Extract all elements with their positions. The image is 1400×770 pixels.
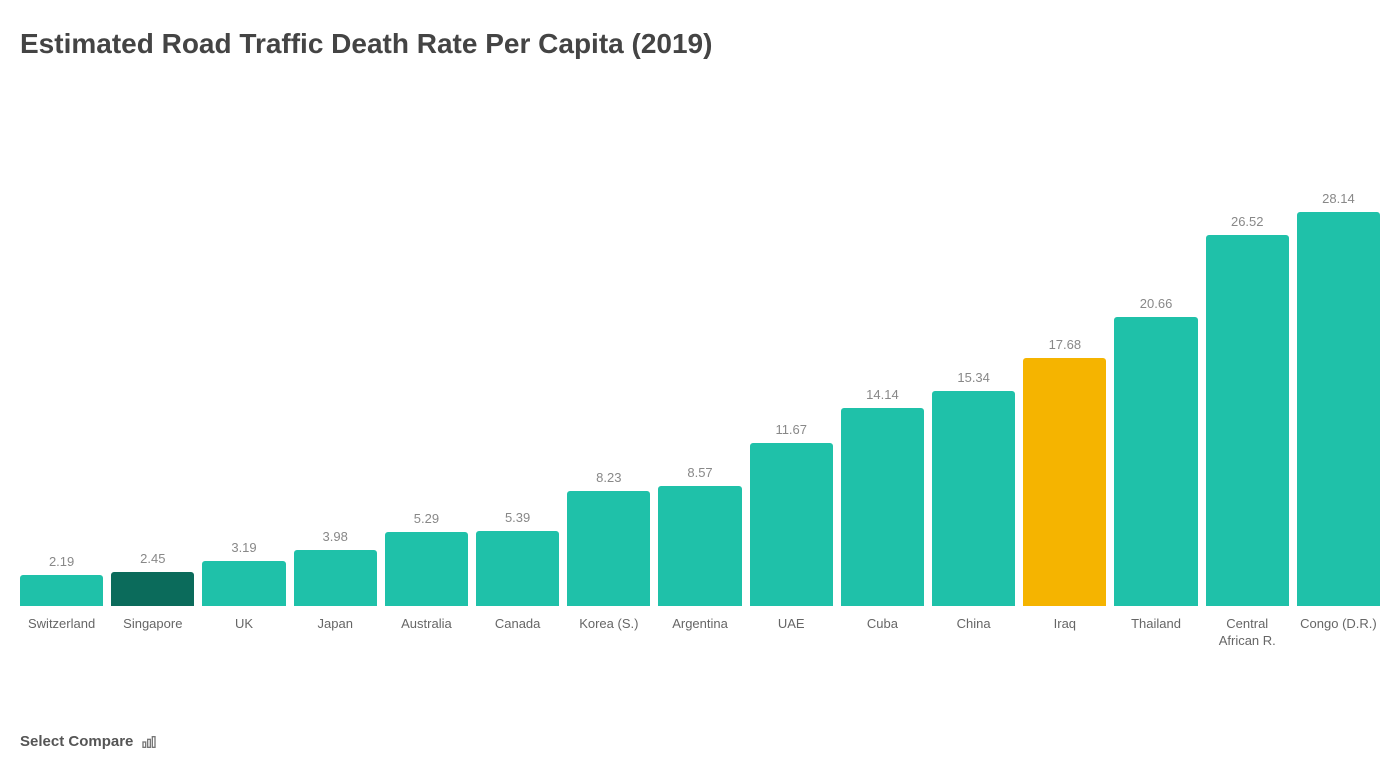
bar-top-space: 8.57 <box>658 90 741 606</box>
bar-category-label: Australia <box>401 616 452 650</box>
bar-col: 5.39 Canada <box>476 90 559 650</box>
bar-value-label: 5.39 <box>505 510 530 525</box>
select-compare-label: Select Compare <box>20 733 133 750</box>
bar-category-label: Canada <box>495 616 541 650</box>
bar-value-label: 3.19 <box>231 540 256 555</box>
bar-top-space: 3.19 <box>202 90 285 606</box>
bar-col: 14.14 Cuba <box>841 90 924 650</box>
bar[interactable] <box>1023 358 1106 606</box>
select-compare-control[interactable]: Select Compare <box>20 733 1380 750</box>
chart-area: 2.19 Switzerland 2.45 Singapore 3.19 UK 3.98 Ja… <box>20 90 1380 715</box>
bar-top-space: 20.66 <box>1114 90 1197 606</box>
bar-category-label: Thailand <box>1131 616 1181 650</box>
bar-top-space: 3.98 <box>294 90 377 606</box>
bar-top-space: 28.14 <box>1297 90 1380 606</box>
bar-value-label: 8.23 <box>596 470 621 485</box>
bar[interactable] <box>476 531 559 606</box>
bar-category-label: Congo (D.R.) <box>1300 616 1377 650</box>
bar-value-label: 2.19 <box>49 554 74 569</box>
bar-top-space: 15.34 <box>932 90 1015 606</box>
bar-value-label: 14.14 <box>866 387 899 402</box>
bar-col: 17.68 Iraq <box>1023 90 1106 650</box>
bar-col: 15.34 China <box>932 90 1015 650</box>
bar[interactable] <box>1114 317 1197 606</box>
bar-col: 3.98 Japan <box>294 90 377 650</box>
bar[interactable] <box>1297 212 1380 606</box>
bar-col: 26.52 Central African R. <box>1206 90 1289 650</box>
bar-top-space: 17.68 <box>1023 90 1106 606</box>
bar[interactable] <box>658 486 741 606</box>
bar[interactable] <box>111 572 194 606</box>
bar-col: 2.45 Singapore <box>111 90 194 650</box>
bar-col: 28.14 Congo (D.R.) <box>1297 90 1380 650</box>
bar-value-label: 17.68 <box>1049 337 1082 352</box>
bar-col: 2.19 Switzerland <box>20 90 103 650</box>
bar-value-label: 15.34 <box>957 370 990 385</box>
bar[interactable] <box>385 532 468 606</box>
bar-top-space: 11.67 <box>750 90 833 606</box>
bar[interactable] <box>750 443 833 606</box>
bar-col: 8.23 Korea (S.) <box>567 90 650 650</box>
bar[interactable] <box>932 391 1015 606</box>
bar-category-label: Central African R. <box>1206 616 1289 650</box>
bar-top-space: 26.52 <box>1206 90 1289 606</box>
bar-category-label: Japan <box>318 616 353 650</box>
bar-category-label: Argentina <box>672 616 728 650</box>
bar[interactable] <box>567 491 650 606</box>
bar-top-space: 5.39 <box>476 90 559 606</box>
bar[interactable] <box>202 561 285 606</box>
chart-title: Estimated Road Traffic Death Rate Per Ca… <box>20 28 1380 60</box>
bar-top-space: 14.14 <box>841 90 924 606</box>
bar-category-label: China <box>957 616 991 650</box>
bar-col: 3.19 UK <box>202 90 285 650</box>
bar[interactable] <box>20 575 103 606</box>
bar-value-label: 20.66 <box>1140 296 1173 311</box>
bar[interactable] <box>1206 235 1289 606</box>
bar-value-label: 26.52 <box>1231 214 1264 229</box>
bar-category-label: Korea (S.) <box>579 616 638 650</box>
bar-category-label: UAE <box>778 616 805 650</box>
bar-col: 20.66 Thailand <box>1114 90 1197 650</box>
bar[interactable] <box>294 550 377 606</box>
chart-compare-icon <box>141 734 157 750</box>
bar[interactable] <box>841 408 924 606</box>
bar-top-space: 2.45 <box>111 90 194 606</box>
bar-col: 11.67 UAE <box>750 90 833 650</box>
bar-category-label: Iraq <box>1054 616 1076 650</box>
bar-value-label: 11.67 <box>775 422 807 437</box>
bar-value-label: 2.45 <box>140 551 165 566</box>
bar-category-label: Singapore <box>123 616 182 650</box>
bar-value-label: 3.98 <box>323 529 348 544</box>
bar-col: 8.57 Argentina <box>658 90 741 650</box>
bar-top-space: 8.23 <box>567 90 650 606</box>
bar-col: 5.29 Australia <box>385 90 468 650</box>
bar-value-label: 28.14 <box>1322 191 1355 206</box>
bar-category-label: Cuba <box>867 616 898 650</box>
bar-top-space: 5.29 <box>385 90 468 606</box>
bar-category-label: UK <box>235 616 253 650</box>
bar-category-label: Switzerland <box>28 616 95 650</box>
bar-top-space: 2.19 <box>20 90 103 606</box>
bar-value-label: 5.29 <box>414 511 439 526</box>
bar-container: 2.19 Switzerland 2.45 Singapore 3.19 UK 3.98 Ja… <box>20 90 1380 650</box>
bar-value-label: 8.57 <box>687 465 712 480</box>
